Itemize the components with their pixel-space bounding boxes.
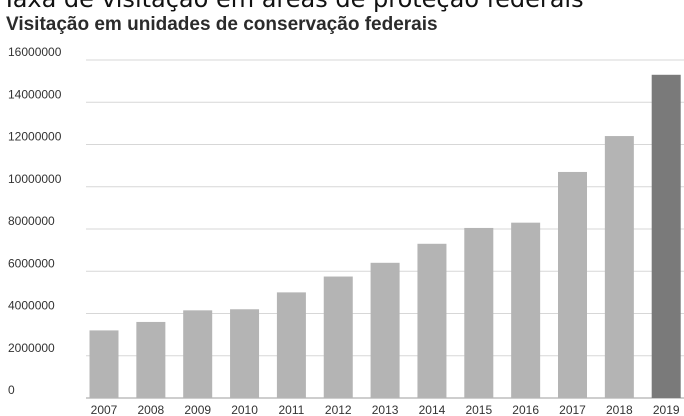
bar-2010 <box>230 309 260 398</box>
y-tick-label: 16000000 <box>8 45 62 59</box>
y-tick-label: 8000000 <box>8 214 55 228</box>
bar-2009 <box>183 310 213 398</box>
bar-2011 <box>276 292 306 398</box>
x-tick-label: 2012 <box>325 403 352 416</box>
bar-2017 <box>558 171 587 398</box>
y-tick-label: 0 <box>8 383 15 397</box>
bars-layer <box>89 74 681 399</box>
bar-2019 <box>651 74 681 398</box>
bar-2012 <box>323 276 353 398</box>
cropped-header-text: Taxa de visitação em áreas de proteção f… <box>1 0 584 13</box>
y-tick-label: 2000000 <box>8 341 55 355</box>
x-tick-label: 2017 <box>559 403 586 416</box>
y-axis: 0 2000000 4000000 6000000 8000000 10000000 120… <box>8 45 62 397</box>
x-axis: 2007 2008 2009 2010 2011 2012 2013 2014 2015 2016… <box>91 403 680 416</box>
bar-2014 <box>417 243 447 398</box>
x-tick-label: 2011 <box>278 403 304 416</box>
bar-2018 <box>604 136 634 399</box>
bar-2015 <box>464 227 494 398</box>
x-tick-label: 2015 <box>465 403 492 416</box>
x-tick-label: 2008 <box>137 403 164 416</box>
bar-2013 <box>370 262 400 398</box>
x-tick-label: 2016 <box>512 403 539 416</box>
x-tick-label: 2014 <box>419 403 446 416</box>
x-tick-label: 2019 <box>653 403 680 416</box>
x-tick-label: 2013 <box>372 403 399 416</box>
x-tick-label: 2018 <box>606 403 633 416</box>
x-tick-label: 2007 <box>91 403 118 416</box>
y-tick-label: 14000000 <box>8 87 62 101</box>
x-tick-label: 2010 <box>231 403 258 416</box>
bar-2016 <box>511 222 541 398</box>
bar-2007 <box>89 330 119 398</box>
y-tick-label: 6000000 <box>8 256 55 270</box>
y-tick-label: 4000000 <box>8 299 55 313</box>
bar-2008 <box>136 321 166 398</box>
y-tick-label: 10000000 <box>8 172 62 186</box>
y-tick-label: 12000000 <box>8 130 62 144</box>
chart-title: Visitação em unidades de conservação fed… <box>6 14 438 35</box>
x-tick-label: 2009 <box>184 403 211 416</box>
